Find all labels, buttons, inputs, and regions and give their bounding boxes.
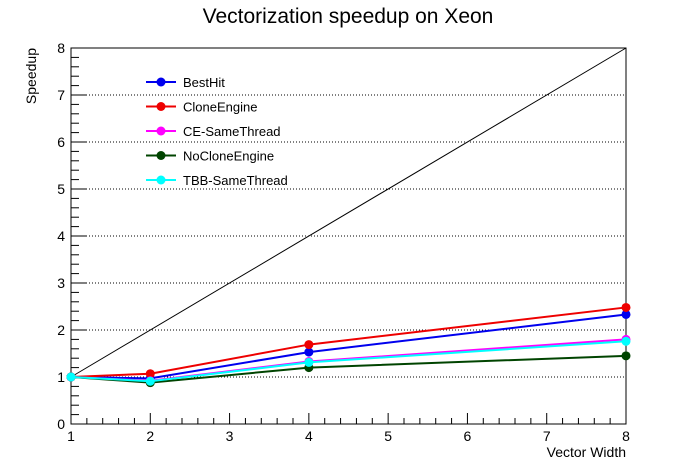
legend-marker-ce-samethread xyxy=(156,126,166,136)
y-tick-label-6: 6 xyxy=(57,134,65,150)
legend-marker-nocloneengine xyxy=(156,151,166,160)
x-tick-label-2: 2 xyxy=(146,428,154,444)
y-tick-label-7: 7 xyxy=(57,87,65,103)
x-tick-label-6: 6 xyxy=(464,428,472,444)
series-group xyxy=(66,302,631,388)
legend-label-nocloneengine: NoCloneEngine xyxy=(183,149,274,164)
series-line-cloneengine xyxy=(70,306,627,378)
legend-label-ce-samethread: CE-SameThread xyxy=(183,124,281,139)
x-tick-label-4: 4 xyxy=(305,428,313,444)
reference-line xyxy=(70,47,627,378)
legend-label-besthit: BestHit xyxy=(183,75,225,90)
y-tick-label-4: 4 xyxy=(57,228,65,244)
data-point-tbb-samethread xyxy=(621,336,631,346)
data-point-besthit xyxy=(621,309,631,319)
series-line-besthit xyxy=(70,313,627,380)
data-point-tbb-samethread xyxy=(145,376,155,386)
legend: BestHit CloneEngine CE-SameThread NoCloneEn… xyxy=(146,75,288,188)
x-tick-label-1: 1 xyxy=(67,428,75,444)
data-point-cloneengine xyxy=(621,302,631,312)
chart-title: Vectorization speedup on Xeon xyxy=(203,5,494,28)
x-axis-title: Vector Width xyxy=(547,444,626,460)
data-point-tbb-samethread xyxy=(66,372,76,382)
legend-marker-besthit xyxy=(156,77,166,87)
y-tick-label-5: 5 xyxy=(57,181,65,197)
legend-label-tbb-samethread: TBB-SameThread xyxy=(183,173,288,188)
x-tick-label-7: 7 xyxy=(543,428,551,444)
grid-lines xyxy=(71,94,626,378)
y-axis-title: Speedup xyxy=(23,48,39,104)
y-tick-label-1: 1 xyxy=(57,369,65,385)
legend-marker-tbb-samethread xyxy=(156,175,166,185)
data-point-nocloneengine xyxy=(621,351,631,361)
series-line-tbb-samethread xyxy=(70,340,627,383)
legend-label-cloneengine: CloneEngine xyxy=(183,100,257,115)
data-point-cloneengine xyxy=(145,369,155,379)
data-point-tbb-samethread xyxy=(304,357,314,367)
y-tick-label-3: 3 xyxy=(57,275,65,291)
data-point-besthit xyxy=(304,347,314,357)
y-tick-label-2: 2 xyxy=(57,322,65,338)
legend-marker-cloneengine xyxy=(156,102,166,111)
x-tick-label-8: 8 xyxy=(622,428,630,444)
ideal-speedup-line xyxy=(70,47,627,378)
data-point-cloneengine xyxy=(304,340,314,350)
y-tick-label-8: 8 xyxy=(57,40,65,56)
y-tick-label-0: 0 xyxy=(57,416,65,432)
x-tick-label-5: 5 xyxy=(384,428,392,444)
x-tick-label-3: 3 xyxy=(226,428,234,444)
